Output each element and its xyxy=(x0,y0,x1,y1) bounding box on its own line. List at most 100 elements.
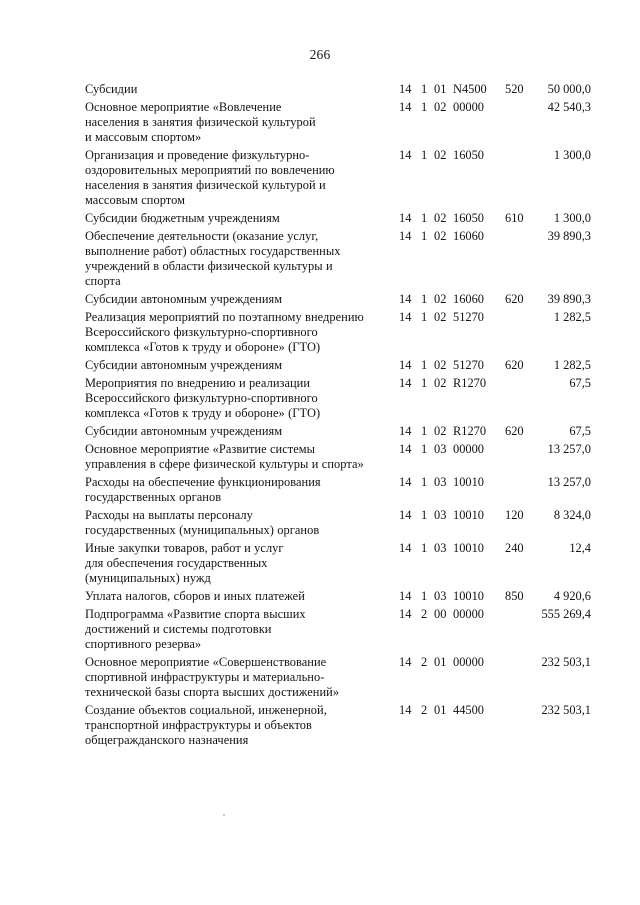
description-line: технической базы спорта высших достижени… xyxy=(85,685,340,699)
table-row: Реализация мероприятий по поэтапному вне… xyxy=(85,310,591,355)
code-section: 14 xyxy=(399,607,412,621)
row-amount: 39 890,3 xyxy=(547,229,591,243)
code-section: 14 xyxy=(399,292,412,306)
row-amount: 8 324,0 xyxy=(553,508,591,522)
table-row: Субсидии автономным учреждениям 14 1 02 R127… xyxy=(85,424,591,439)
code-target-article: 10010 xyxy=(453,589,484,603)
description-line: Основное мероприятие «Вовлечение xyxy=(85,100,282,114)
description-line: массовым спортом xyxy=(85,193,185,207)
code-program: 01 xyxy=(434,82,447,96)
code-section: 14 xyxy=(399,508,412,522)
row-amount: 50 000,0 xyxy=(547,82,591,96)
code-subsection: 1 xyxy=(421,211,428,225)
code-program: 02 xyxy=(434,211,447,225)
code-target-article: 00000 xyxy=(453,100,484,114)
description-line: для обеспечения государственных xyxy=(85,556,268,570)
row-codes: 14 2 01 00000 232 503,1 xyxy=(85,655,591,670)
description-line: комплекса «Готов к труду и обороне» (ГТО… xyxy=(85,340,321,354)
code-subsection: 1 xyxy=(421,589,428,603)
table-row: Субсидии 14 1 01 N4500 520 50 000,0 xyxy=(85,82,591,97)
description-line: Создание объектов социальной, инженерной… xyxy=(85,703,327,717)
description-line: спорта xyxy=(85,274,121,288)
code-target-article: 00000 xyxy=(453,607,484,621)
row-description: Основное мероприятие «Развитие системы уп… xyxy=(85,442,395,472)
description-line: Реализация мероприятий по поэтапному вне… xyxy=(85,310,364,324)
code-subsection: 1 xyxy=(421,229,428,243)
code-subsection: 1 xyxy=(421,541,428,555)
row-codes: 14 1 01 N4500 520 50 000,0 xyxy=(85,82,591,97)
row-description: Реализация мероприятий по поэтапному вне… xyxy=(85,310,395,355)
row-description: Расходы на выплаты персоналу государствен… xyxy=(85,508,395,538)
code-expense-group: 620 xyxy=(505,292,524,306)
code-section: 14 xyxy=(399,424,412,438)
row-amount: 13 257,0 xyxy=(547,475,591,489)
row-amount: 67,5 xyxy=(569,424,591,438)
row-amount: 12,4 xyxy=(569,541,591,555)
description-line: Расходы на выплаты персоналу xyxy=(85,508,253,522)
table-row: Основное мероприятие «Развитие системы уп… xyxy=(85,442,591,472)
code-subsection: 2 xyxy=(421,607,428,621)
row-codes: 14 1 03 10010 13 257,0 xyxy=(85,475,591,490)
code-expense-group: 240 xyxy=(505,541,524,555)
code-section: 14 xyxy=(399,655,412,669)
code-section: 14 xyxy=(399,703,412,717)
table-row: Расходы на выплаты персоналу государствен… xyxy=(85,508,591,538)
code-target-article: 10010 xyxy=(453,475,484,489)
code-target-article: 51270 xyxy=(453,358,484,372)
code-subsection: 2 xyxy=(421,703,428,717)
row-description: Подпрограмма «Развитие спорта высших дост… xyxy=(85,607,395,652)
row-description: Создание объектов социальной, инженерной… xyxy=(85,703,395,748)
description-line: Основное мероприятие «Совершенствование xyxy=(85,655,327,669)
code-subsection: 1 xyxy=(421,508,428,522)
code-section: 14 xyxy=(399,211,412,225)
table-row: Иные закупки товаров, работ и услуг для о… xyxy=(85,541,591,586)
row-description: Обеспечение деятельности (оказание услуг… xyxy=(85,229,395,289)
row-codes: 14 1 02 16060 39 890,3 xyxy=(85,229,591,244)
row-codes: 14 1 02 R1270 620 67,5 xyxy=(85,424,591,439)
row-description: Основное мероприятие «Вовлечение населени… xyxy=(85,100,395,145)
code-expense-group: 620 xyxy=(505,358,524,372)
row-amount: 13 257,0 xyxy=(547,442,591,456)
code-expense-group: 610 xyxy=(505,211,524,225)
description-line: Подпрограмма «Развитие спорта высших xyxy=(85,607,306,621)
page-number: 266 xyxy=(309,47,331,62)
row-description: Субсидии xyxy=(85,82,395,97)
code-program: 02 xyxy=(434,148,447,162)
description-line: Субсидии автономным учреждениям xyxy=(85,358,283,372)
code-subsection: 1 xyxy=(421,442,428,456)
code-subsection: 1 xyxy=(421,310,428,324)
row-amount: 42 540,3 xyxy=(547,100,591,114)
code-expense-group: 520 xyxy=(505,82,524,96)
row-description: Организация и проведение физкультурно-оз… xyxy=(85,148,395,208)
table-row: Расходы на обеспечение функционирования г… xyxy=(85,475,591,505)
code-target-article: 10010 xyxy=(453,508,484,522)
description-line: Обеспечение деятельности (оказание услуг… xyxy=(85,229,319,243)
code-program: 01 xyxy=(434,655,447,669)
description-line: Организация и проведение физкультурно- xyxy=(85,148,310,162)
table-row: Уплата налогов, сборов и иных платежей 14… xyxy=(85,589,591,604)
description-line: государственных органов xyxy=(85,490,222,504)
row-codes: 14 1 03 10010 850 4 920,6 xyxy=(85,589,591,604)
row-amount: 4 920,6 xyxy=(553,589,591,603)
code-program: 02 xyxy=(434,229,447,243)
code-section: 14 xyxy=(399,442,412,456)
description-line: учреждений в области физической культуры… xyxy=(85,259,333,273)
description-line: Субсидии автономным учреждениям xyxy=(85,424,283,438)
code-subsection: 1 xyxy=(421,376,428,390)
row-amount: 1 300,0 xyxy=(553,211,591,225)
description-line: Субсидии xyxy=(85,82,138,96)
row-codes: 14 1 02 R1270 67,5 xyxy=(85,376,591,391)
table-row: Основное мероприятие «Совершенствование с… xyxy=(85,655,591,700)
code-program: 03 xyxy=(434,508,447,522)
row-amount: 1 300,0 xyxy=(553,148,591,162)
code-section: 14 xyxy=(399,82,412,96)
code-section: 14 xyxy=(399,310,412,324)
description-line: Субсидии бюджетным учреждениям xyxy=(85,211,280,225)
description-line: выполнение работ) областных государствен… xyxy=(85,244,341,258)
row-amount: 1 282,5 xyxy=(553,358,591,372)
code-program: 02 xyxy=(434,358,447,372)
code-subsection: 1 xyxy=(421,148,428,162)
description-line: Всероссийского физкультурно-спортивного xyxy=(85,325,318,339)
description-line: Всероссийского физкультурно-спортивного xyxy=(85,391,318,405)
